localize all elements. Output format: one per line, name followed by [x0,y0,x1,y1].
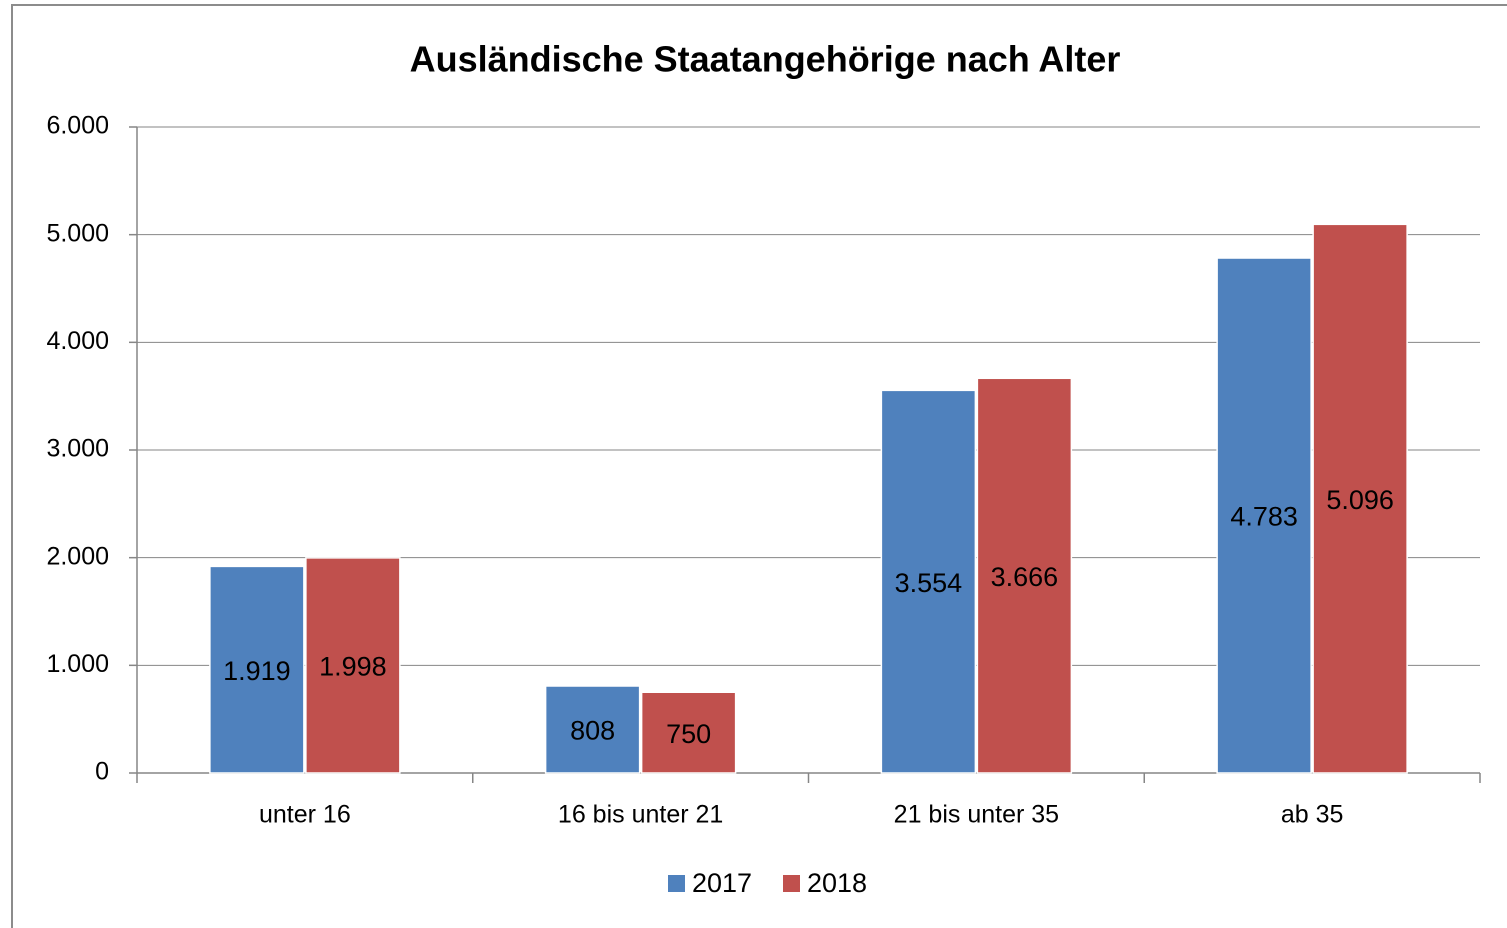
y-tick-label: 0 [95,758,109,786]
y-tick-label: 2.000 [46,542,109,570]
bar [1312,223,1408,774]
bar [305,557,401,774]
data-label: 4.783 [1230,502,1298,532]
x-tick-label: ab 35 [1281,801,1344,829]
y-tick-label: 6.000 [46,112,109,140]
legend-swatch [668,875,685,892]
chart-title: Ausländische Staatangehörige nach Alter [410,39,1121,80]
bar [209,565,305,774]
bar [544,685,641,774]
bar [640,691,737,774]
data-label: 808 [570,716,615,746]
data-label: 5.096 [1326,485,1394,515]
x-tick-label: unter 16 [259,801,351,829]
x-tick-label: 16 bis unter 21 [558,801,723,829]
y-tick-label: 1.000 [46,650,109,678]
legend-label: 2017 [692,868,752,898]
data-label: 1.998 [319,652,387,682]
bar [880,389,977,774]
y-tick-label: 4.000 [46,327,109,355]
data-label: 1.919 [223,656,291,686]
bar [1216,257,1312,774]
legend-label: 2018 [807,868,867,898]
x-tick-label: 21 bis unter 35 [894,801,1059,829]
data-label: 750 [666,719,711,749]
bar [976,377,1073,774]
data-label: 3.554 [895,568,963,598]
data-label: 3.666 [991,562,1059,592]
legend-swatch [783,875,800,892]
y-tick-label: 5.000 [46,219,109,247]
y-tick-label: 3.000 [46,435,109,463]
